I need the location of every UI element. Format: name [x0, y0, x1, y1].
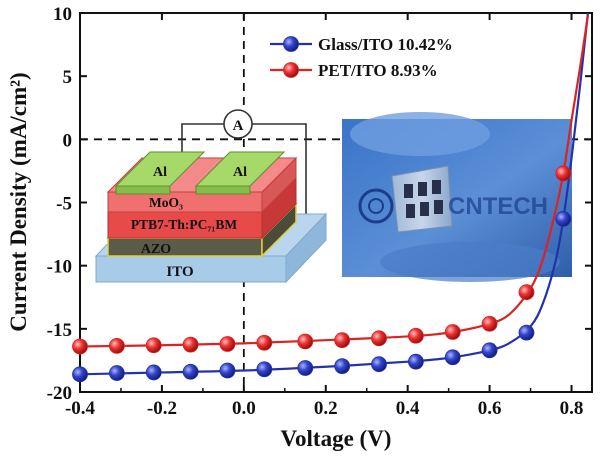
y-axis-ticks: 10 5 0 -5 -10 -15 -20 [47, 4, 592, 404]
series-line-1 [79, 15, 589, 348]
al-right-label: Al [233, 165, 247, 180]
ito-layer-side [285, 212, 327, 284]
photo-logo-text: CNTECH [448, 193, 548, 220]
logo-emblem-inner-icon [368, 198, 384, 214]
series-1-point [256, 334, 273, 351]
series-1-point [145, 337, 162, 354]
series-0-point [219, 362, 236, 379]
y-tick-label: -15 [47, 320, 72, 341]
flexible-film [391, 165, 453, 233]
series-1-point [407, 327, 424, 344]
device-schematic-inset: A ITO AZO PTB7-Th:PC₇₁BM MoO₃ Al Al [94, 109, 328, 284]
device-photo-inset: CNTECH [342, 112, 572, 282]
glove-fingers [350, 112, 490, 156]
y-tick-label: 5 [63, 67, 73, 88]
logo-emblem-icon [358, 188, 394, 224]
legend-label-1: PET/ITO 8.93% [318, 61, 438, 80]
x-tick-label: 0.4 [396, 398, 420, 419]
series-0-point [481, 342, 498, 359]
azo-layer-front [107, 237, 263, 257]
x-tick-label: 0.2 [314, 398, 338, 419]
x-tick-label: -0.4 [65, 398, 96, 419]
x-tick-label: 0.6 [478, 398, 502, 419]
film-cells [404, 180, 443, 218]
series-1-point [334, 332, 351, 349]
series-0-point [334, 358, 351, 375]
series-1-point [444, 324, 461, 340]
ito-label: ITO [166, 264, 193, 280]
al-electrode-right-front [195, 185, 251, 195]
legend-label-0: Glass/ITO 10.42% [318, 35, 453, 54]
al-electrode-left-front [115, 185, 171, 195]
legend-marker-0 [283, 36, 299, 52]
ammeter-icon [223, 109, 253, 139]
series-1-point [518, 284, 535, 301]
y-tick-label: -5 [56, 194, 72, 215]
series-1-point [297, 333, 314, 350]
al-left-label: Al [153, 165, 167, 180]
series-1-point [72, 338, 88, 355]
x-tick-label: 0.0 [232, 398, 256, 419]
series-0-point [182, 363, 199, 380]
y-tick-label: 0 [63, 130, 73, 151]
y-tick-label: -20 [47, 383, 72, 404]
x-axis-title: Voltage (V) [281, 426, 392, 451]
moo3-layer-front [107, 191, 263, 213]
active-layer-label: PTB7-Th:PC₇₁BM [131, 217, 238, 232]
azo-label: AZO [141, 242, 171, 257]
x-tick-label: -0.2 [147, 398, 177, 419]
series-0-point [407, 353, 424, 370]
moo3-label: MoO₃ [149, 195, 183, 210]
series-0-point [108, 365, 125, 381]
series-1-point [219, 336, 236, 352]
series-1-point [108, 337, 125, 354]
legend-marker-1 [283, 62, 299, 78]
series-1-point [555, 165, 572, 182]
legend: Glass/ITO 10.42% PET/ITO 8.93% [270, 35, 453, 80]
glove-hand-lower [380, 242, 560, 282]
series-0-point [518, 324, 535, 341]
ammeter-label: A [233, 118, 244, 134]
series-0-point [297, 360, 314, 376]
series-0-point [371, 356, 387, 373]
y-tick-label: -10 [47, 257, 72, 278]
series-1-point [371, 330, 387, 347]
x-tick-label: 0.8 [560, 398, 584, 419]
series-0-point [145, 364, 162, 381]
series-1-point [481, 315, 498, 332]
circuit-wire-left [181, 123, 224, 164]
x-axis-ticks: -0.4 -0.2 0.0 0.2 0.4 0.6 0.8 [65, 13, 583, 419]
series-0-point [256, 361, 273, 378]
y-tick-label: 10 [53, 4, 72, 25]
series-0-point [444, 349, 461, 366]
series-layer [72, 12, 589, 383]
series-0-point [72, 366, 88, 383]
y-axis-title: Current Density (mA/cm²) [6, 72, 31, 331]
series-0-point [555, 211, 572, 227]
series-1-point [182, 336, 199, 353]
circuit-wire-right [252, 123, 307, 222]
